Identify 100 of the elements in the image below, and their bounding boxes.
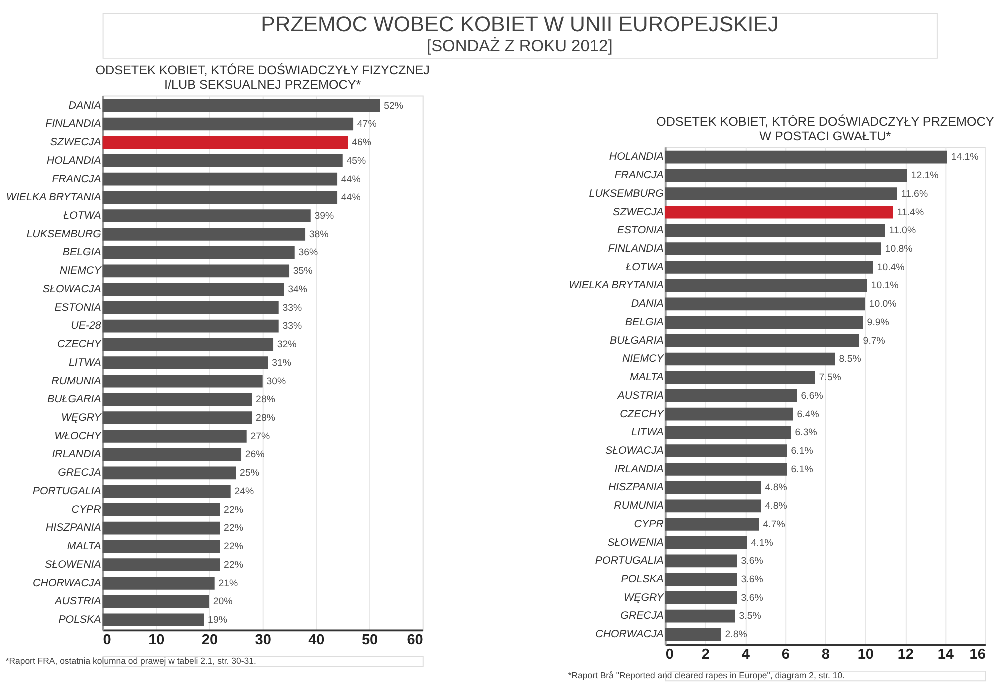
y-tick-label: HISZPANIA	[46, 522, 102, 534]
data-label: 30%	[266, 376, 287, 388]
y-tick-label: GRECJA	[620, 610, 664, 622]
x-tick-label: 10	[858, 646, 874, 663]
x-tick-label: 0	[666, 646, 674, 663]
data-label: 3.6%	[741, 556, 764, 568]
y-tick-label: SŁOWENIA	[608, 536, 664, 549]
y-tick-label: MALTA	[67, 540, 102, 553]
data-label: 11.0%	[889, 226, 916, 237]
data-label: 11.4%	[897, 207, 924, 218]
data-label: 33%	[282, 321, 303, 332]
data-label: 28%	[256, 413, 276, 424]
data-label: 20%	[213, 596, 234, 608]
y-tick-label: CZECHY	[58, 338, 102, 351]
y-tick-label: HOLANDIA	[46, 154, 102, 167]
data-label: 4.8%	[765, 482, 788, 494]
data-label: 38%	[309, 229, 330, 240]
data-label: 31%	[272, 358, 292, 369]
y-tick-label: POLSKA	[58, 614, 102, 626]
y-tick-label: ŁOTWA	[64, 210, 102, 222]
y-tick-label: NIEMCY	[60, 265, 102, 278]
data-label: 14.1%	[951, 152, 980, 164]
y-tick-label: IRLANDIA	[614, 463, 664, 476]
y-tick-label: FINLANDIA	[46, 118, 102, 130]
x-tick-label: 30	[255, 632, 272, 648]
data-label: 24%	[234, 486, 254, 498]
y-tick-label: WĘGRY	[624, 592, 665, 604]
data-label: 4.8%	[765, 501, 788, 512]
data-label: 22%	[224, 504, 244, 516]
y-tick-label: GRECJA	[58, 467, 102, 480]
text: [SONDAŻ Z ROKU 2012]	[426, 36, 613, 56]
y-tick-label: CZECHY	[620, 408, 665, 420]
data-label: 22%	[224, 560, 244, 571]
x-tick-label: 14	[938, 646, 954, 663]
data-label: 44%	[341, 192, 362, 204]
x-tick-label: 10	[148, 632, 165, 648]
y-tick-label: ŁOTWA	[626, 261, 664, 274]
y-tick-label: LUKSEMBURG	[26, 228, 102, 240]
chart-title: ODSETEK KOBIET, KTÓRE DOŚWIADCZYŁY PRZEMOCY W POSTACI GWAŁTU*	[656, 114, 995, 144]
y-tick-label: DANIA	[631, 298, 664, 310]
y-tick-label: SZWECJA	[612, 206, 664, 218]
y-tick-label: CHORWACJA	[596, 628, 664, 641]
x-tick-label: 50	[362, 632, 378, 648]
data-label: 4.1%	[751, 538, 774, 549]
data-label: 25%	[240, 468, 260, 480]
x-tick-label: 8	[822, 646, 830, 663]
data-label: 9.7%	[863, 336, 886, 347]
y-tick-label: LUKSEMBURG	[589, 188, 664, 200]
y-tick-label: CHORWACJA	[33, 577, 102, 590]
y-tick-label: WĘGRY	[61, 412, 102, 424]
data-label: 33%	[282, 302, 303, 314]
data-label: 6.4%	[797, 409, 820, 420]
y-tick-label: HISZPANIA	[608, 482, 664, 494]
data-label: 2.8%	[725, 630, 748, 641]
y-tick-label: FRANCJA	[52, 173, 102, 186]
y-tick-label: DANIA	[68, 100, 102, 112]
y-tick-label: HOLANDIA	[609, 151, 664, 164]
data-label: 3.6%	[741, 592, 764, 604]
data-label: 7.5%	[819, 372, 842, 384]
y-tick-label: ESTONIA	[617, 224, 664, 237]
y-tick-label: IRLANDIA	[52, 448, 102, 461]
data-label: 3.6%	[741, 574, 764, 586]
y-tick-label: MALTA	[630, 372, 664, 384]
y-tick-label: PORTUGALIA	[32, 485, 102, 498]
y-tick-label: POLSKA	[621, 574, 664, 586]
data-label: 19%	[208, 615, 228, 626]
text: PRZEMOC WOBEC KOBIET W UNII EUROPEJSKIEJ	[261, 12, 779, 36]
y-tick-label: SZWECJA	[50, 136, 102, 149]
data-label: 28%	[256, 394, 276, 406]
y-tick-label: FINLANDIA	[608, 243, 664, 256]
x-tick-label: 12	[898, 646, 914, 663]
y-tick-label: BUŁGARIA	[47, 394, 102, 406]
x-tick-label: 4	[742, 646, 750, 663]
data-label: 22%	[224, 542, 244, 553]
y-tick-label: LITWA	[68, 356, 102, 369]
x-tick-label: 16	[970, 646, 986, 663]
y-tick-label: PORTUGALIA	[595, 555, 664, 568]
data-label: 11.6%	[901, 188, 928, 200]
data-label: 32%	[277, 340, 298, 351]
data-label: 44%	[341, 174, 362, 186]
data-label: 47%	[357, 119, 378, 130]
data-label: 10.0%	[869, 299, 898, 310]
data-label: 46%	[352, 138, 372, 149]
y-tick-label: NIEMCY	[622, 353, 665, 366]
x-tick-label: 6	[782, 646, 790, 663]
data-label: 8.5%	[839, 354, 862, 366]
data-label: 3.5%	[739, 611, 762, 622]
x-tick-label: 60	[407, 632, 424, 648]
text: *Raport FRA, ostatnia kolumna od prawej w tabeli 2.1, str. 30-31.	[6, 656, 256, 666]
data-label: 52%	[384, 100, 404, 112]
data-label: 6.6%	[801, 390, 824, 402]
y-tick-label: RUMUNIA	[52, 375, 102, 388]
data-label: 36%	[298, 248, 319, 259]
y-tick-label: LITWA	[632, 426, 664, 439]
data-label: 6.3%	[795, 428, 818, 439]
y-tick-label: AUSTRIA	[616, 390, 664, 402]
data-label: 35%	[293, 266, 314, 278]
data-label: 12.1%	[911, 170, 940, 182]
data-label: 4.7%	[763, 519, 786, 530]
x-tick-label: 0	[103, 632, 112, 648]
